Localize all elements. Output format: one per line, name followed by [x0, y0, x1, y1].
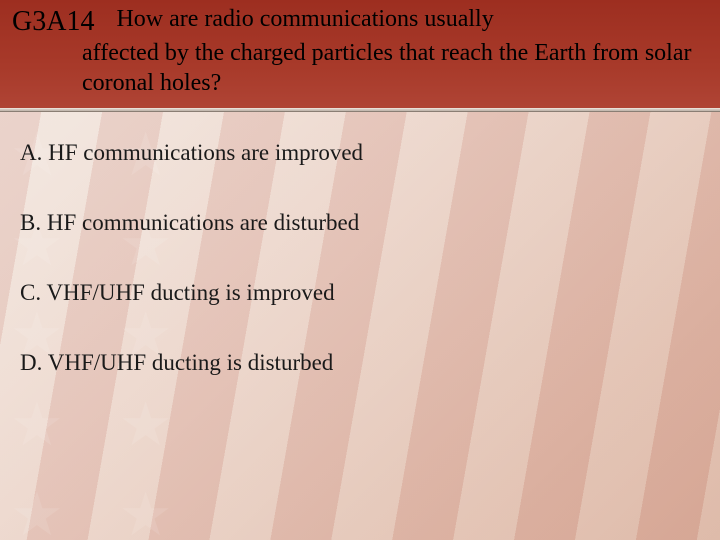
- answer-text: VHF/UHF ducting is disturbed: [48, 350, 334, 375]
- question-text-line1: How are radio communications usually: [116, 6, 493, 32]
- question-header: G3A14 How are radio communications usual…: [0, 0, 720, 112]
- answer-text: HF communications are disturbed: [47, 210, 359, 235]
- answer-option[interactable]: A. HF communications are improved: [20, 140, 700, 166]
- answer-letter: D.: [20, 350, 42, 375]
- answer-text: HF communications are improved: [48, 140, 363, 165]
- answer-option[interactable]: B. HF communications are disturbed: [20, 210, 700, 236]
- answer-list: A. HF communications are improved B. HF …: [0, 112, 720, 376]
- answer-option[interactable]: D. VHF/UHF ducting is disturbed: [20, 350, 700, 376]
- answer-letter: C.: [20, 280, 41, 305]
- answer-letter: A.: [20, 140, 42, 165]
- answer-option[interactable]: C. VHF/UHF ducting is improved: [20, 280, 700, 306]
- answer-letter: B.: [20, 210, 41, 235]
- question-code: G3A14: [12, 6, 94, 38]
- answer-text: VHF/UHF ducting is improved: [46, 280, 334, 305]
- question-text-rest: affected by the charged particles that r…: [82, 38, 708, 98]
